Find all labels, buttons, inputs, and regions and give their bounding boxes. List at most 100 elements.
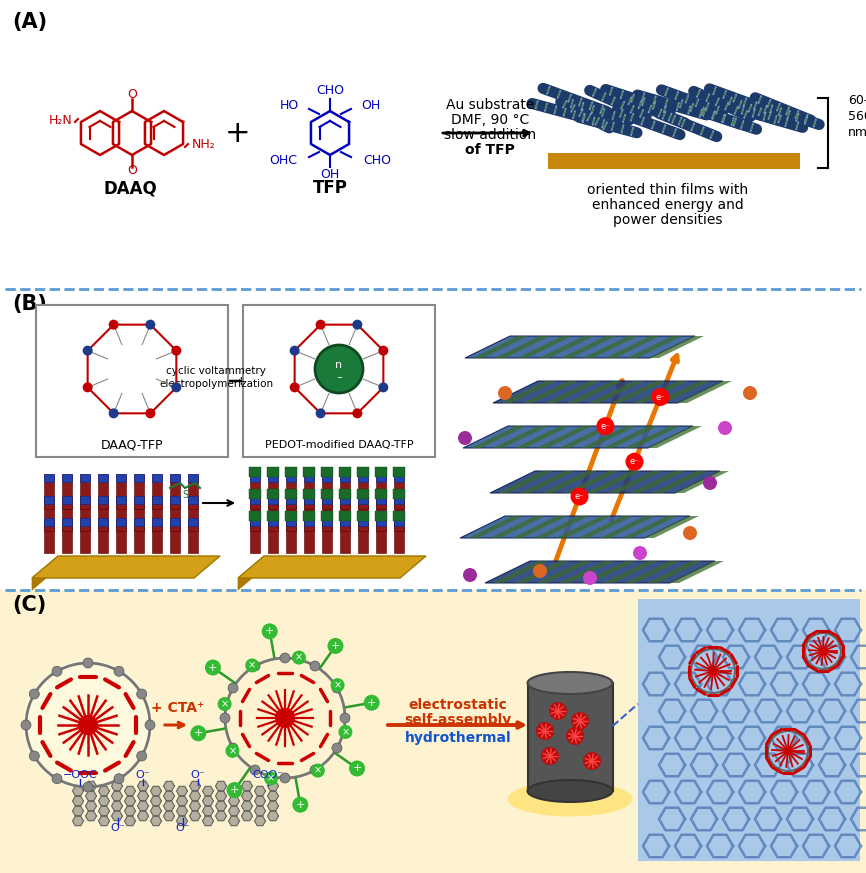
Bar: [268, 518, 278, 553]
Circle shape: [217, 697, 231, 711]
Bar: [394, 474, 404, 509]
Text: HO: HO: [280, 100, 299, 113]
Polygon shape: [515, 426, 570, 448]
Bar: [339, 467, 351, 477]
Text: e⁻: e⁻: [601, 422, 611, 430]
Text: 60–: 60–: [848, 94, 866, 107]
Bar: [376, 474, 386, 509]
Bar: [358, 496, 368, 504]
Bar: [394, 518, 404, 553]
Circle shape: [549, 702, 567, 720]
Circle shape: [293, 797, 308, 813]
Polygon shape: [112, 811, 122, 821]
Polygon shape: [473, 336, 528, 358]
Text: +: +: [352, 764, 362, 773]
Ellipse shape: [23, 660, 153, 790]
Text: power densities: power densities: [613, 213, 723, 227]
Bar: [134, 474, 144, 509]
Bar: [80, 518, 90, 553]
Bar: [375, 511, 387, 521]
Text: electrostatic: electrostatic: [409, 698, 507, 712]
Polygon shape: [647, 426, 702, 448]
Bar: [188, 518, 198, 526]
Bar: [340, 474, 350, 482]
Circle shape: [498, 386, 512, 400]
Bar: [250, 474, 260, 482]
Polygon shape: [151, 787, 161, 796]
Bar: [340, 496, 350, 531]
Bar: [357, 467, 369, 477]
Circle shape: [205, 659, 221, 676]
Polygon shape: [125, 807, 135, 815]
Polygon shape: [515, 561, 570, 583]
Polygon shape: [649, 336, 704, 358]
Circle shape: [533, 564, 547, 578]
Circle shape: [29, 689, 39, 699]
Circle shape: [315, 409, 326, 418]
Circle shape: [225, 744, 239, 758]
Text: O: O: [127, 164, 137, 177]
Polygon shape: [674, 471, 729, 493]
Bar: [268, 518, 278, 526]
Bar: [339, 489, 351, 499]
Bar: [638, 599, 860, 861]
Circle shape: [191, 725, 206, 741]
Bar: [268, 474, 278, 482]
Polygon shape: [73, 787, 83, 796]
Polygon shape: [190, 811, 201, 821]
Polygon shape: [99, 807, 109, 815]
Bar: [62, 518, 72, 553]
Polygon shape: [567, 381, 622, 403]
Bar: [170, 496, 180, 531]
Polygon shape: [255, 787, 266, 796]
Polygon shape: [229, 807, 240, 815]
Ellipse shape: [507, 781, 632, 816]
Polygon shape: [564, 471, 619, 493]
Bar: [170, 518, 180, 526]
Text: S: S: [182, 490, 188, 500]
Bar: [80, 474, 90, 509]
Bar: [116, 474, 126, 509]
Circle shape: [332, 743, 342, 753]
Bar: [116, 518, 126, 526]
Circle shape: [743, 386, 757, 400]
Text: nm: nm: [848, 127, 866, 140]
Bar: [358, 474, 368, 509]
Polygon shape: [559, 561, 614, 583]
Bar: [322, 496, 332, 504]
Polygon shape: [112, 781, 122, 791]
Circle shape: [352, 409, 362, 418]
Polygon shape: [498, 471, 553, 493]
Text: ×: ×: [295, 653, 303, 663]
Polygon shape: [229, 787, 240, 796]
Bar: [286, 496, 296, 504]
Polygon shape: [501, 381, 556, 403]
Polygon shape: [625, 426, 680, 448]
Circle shape: [703, 476, 717, 490]
Polygon shape: [578, 516, 633, 538]
Circle shape: [220, 713, 230, 723]
Text: + CTA⁺: + CTA⁺: [152, 701, 204, 715]
Polygon shape: [177, 787, 188, 796]
Circle shape: [245, 658, 259, 672]
Text: PEDOT-modified DAAQ-TFP: PEDOT-modified DAAQ-TFP: [265, 440, 413, 450]
Text: Au substrate: Au substrate: [446, 98, 534, 112]
Text: O⁻: O⁻: [176, 823, 191, 833]
Text: OH: OH: [361, 100, 380, 113]
Bar: [170, 474, 180, 509]
Bar: [98, 474, 108, 482]
Circle shape: [275, 708, 295, 728]
Text: e⁻: e⁻: [575, 492, 585, 501]
Circle shape: [145, 720, 155, 730]
Polygon shape: [581, 561, 636, 583]
Circle shape: [228, 743, 238, 753]
Circle shape: [289, 382, 300, 392]
Bar: [188, 474, 198, 509]
Polygon shape: [216, 781, 227, 791]
Bar: [188, 474, 198, 482]
Polygon shape: [138, 791, 148, 801]
Polygon shape: [463, 426, 693, 448]
Circle shape: [597, 417, 614, 436]
Bar: [304, 474, 314, 482]
Bar: [116, 518, 126, 553]
